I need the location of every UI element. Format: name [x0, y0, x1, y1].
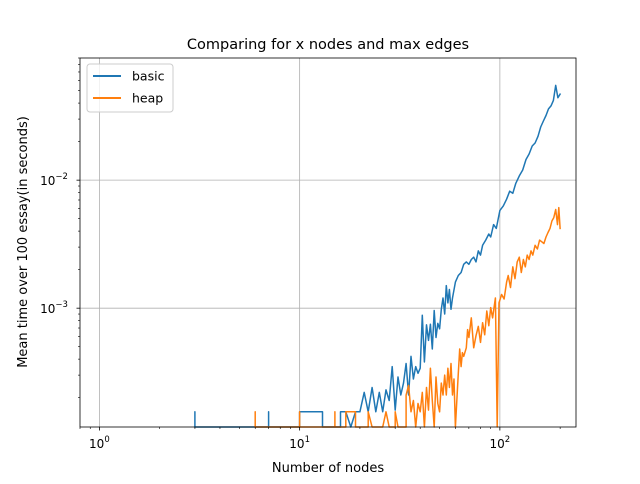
legend-label-heap: heap	[132, 91, 163, 106]
legend-label-basic: basic	[132, 69, 165, 84]
series-line-basic	[194, 84, 562, 428]
x-axis-label: Number of nodes	[272, 461, 384, 476]
grid	[80, 58, 576, 427]
axes-frame	[79, 57, 577, 428]
y-axis-label: Mean time over 100 essay(in seconds)	[16, 116, 31, 368]
chart-title: Comparing for x nodes and max edges	[187, 37, 469, 53]
series-layer	[194, 84, 562, 428]
series-line-heap	[254, 206, 561, 428]
legend: basic heap	[86, 63, 174, 113]
